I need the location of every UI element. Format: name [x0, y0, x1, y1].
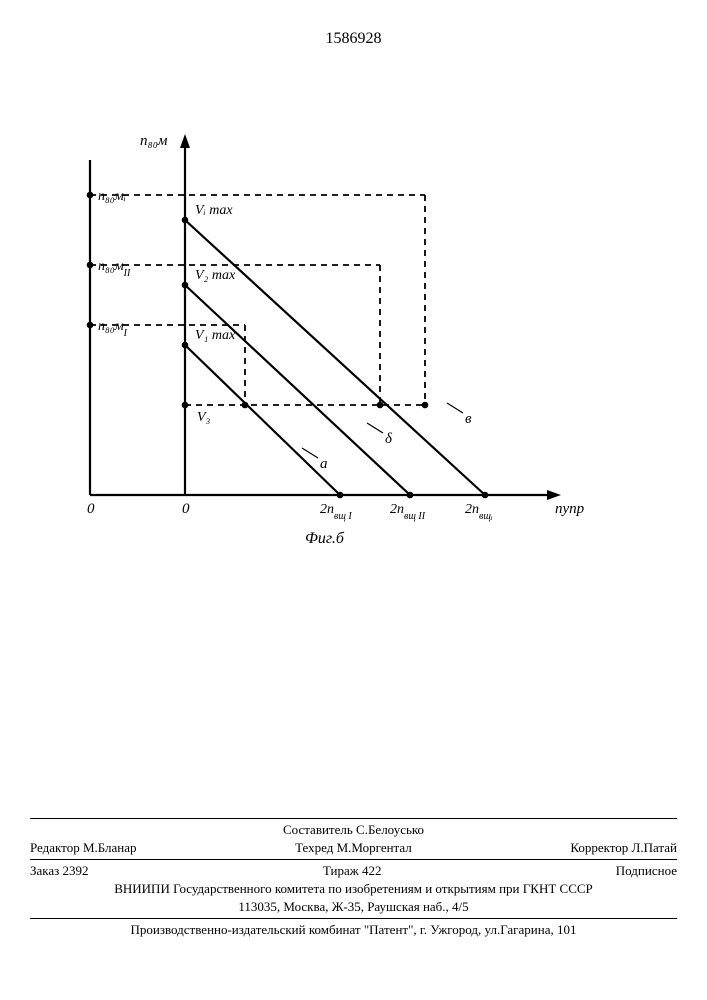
svg-text:V₁ max: V₁ max — [195, 328, 236, 343]
footer-tirazh: Тираж 422 — [323, 863, 382, 879]
footer-org1: ВНИИПИ Государственного комитета по изоб… — [30, 881, 677, 897]
svg-text:V₂ max: V₂ max — [195, 268, 236, 283]
svg-text:2nвщᵢ: 2nвщᵢ — [465, 502, 493, 522]
footer-org2: Производственно-издательский комбинат "П… — [30, 922, 677, 938]
footer: Составитель С.Белоусько Редактор М.Блана… — [30, 815, 677, 940]
svg-text:nупр: nупр — [555, 501, 585, 517]
svg-text:а: а — [320, 456, 328, 472]
page-number: 1586928 — [0, 30, 707, 48]
chart: n₈₀м nупр 0 0 n₈₀мᵢ n₈₀мII n₈₀мI Vᵢ max V₂ max V₁… — [75, 115, 635, 575]
svg-text:n₈₀м: n₈₀м — [140, 133, 168, 149]
footer-compiler: Составитель С.Белоусько — [30, 822, 677, 838]
chart-svg: n₈₀м nупр 0 0 n₈₀мᵢ n₈₀мII n₈₀мI Vᵢ max V₂ max V₁… — [75, 115, 635, 575]
svg-text:δ: δ — [385, 431, 393, 447]
svg-text:n₈₀мᵢ: n₈₀мᵢ — [98, 189, 126, 204]
footer-addr1: 113035, Москва, Ж-35, Раушская наб., 4/5 — [30, 899, 677, 915]
svg-text:2nвщ I: 2nвщ I — [320, 502, 352, 522]
svg-text:2nвщ II: 2nвщ II — [390, 502, 426, 522]
footer-order: Заказ 2392 — [30, 863, 89, 879]
svg-text:n₈₀мII: n₈₀мII — [98, 259, 131, 279]
svg-text:Фиг.б: Фиг.б — [305, 530, 345, 547]
footer-corrector: Корректор Л.Патай — [570, 840, 677, 856]
svg-text:в: в — [465, 411, 472, 427]
svg-text:0: 0 — [87, 501, 95, 517]
svg-text:Vᵢ max: Vᵢ max — [195, 203, 233, 218]
svg-text:n₈₀мI: n₈₀мI — [98, 319, 128, 339]
svg-text:V₃: V₃ — [197, 410, 211, 425]
footer-subscription: Подписное — [616, 863, 677, 879]
footer-techred: Техред М.Моргентал — [295, 840, 412, 856]
svg-text:0: 0 — [182, 501, 190, 517]
footer-editor: Редактор М.Бланар — [30, 840, 137, 856]
